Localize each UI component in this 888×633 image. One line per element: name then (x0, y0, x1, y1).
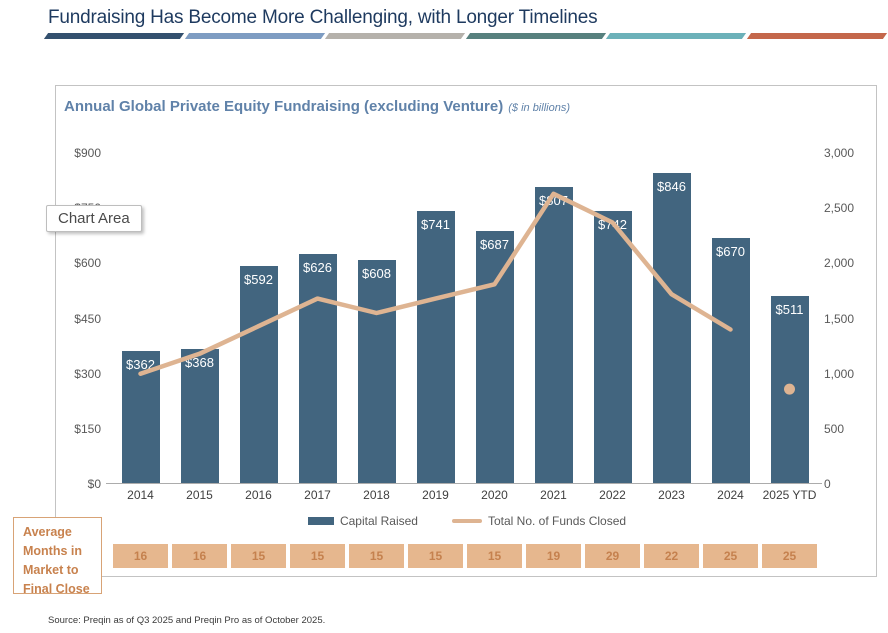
accent-segment-6 (746, 33, 887, 39)
months-cell-2022: 29 (585, 544, 640, 568)
bar-value-label: $511 (775, 302, 804, 318)
bar-2021[interactable] (534, 187, 573, 484)
left-axis-tick: $0 (87, 477, 101, 491)
x-axis-label-2021: 2021 (540, 488, 567, 502)
line-series-layer (138, 191, 795, 395)
x-axis-label-2024: 2024 (717, 488, 744, 502)
bar-2017[interactable] (298, 253, 337, 484)
accent-segment-1 (43, 33, 184, 39)
accent-segment-5 (605, 33, 746, 39)
months-cell-2019: 15 (408, 544, 463, 568)
right-axis-tick: 3,000 (824, 146, 855, 160)
months-cell-2021: 19 (526, 544, 581, 568)
months-cell-2024: 25 (703, 544, 758, 568)
x-axis-label-2023: 2023 (658, 488, 685, 502)
source-note: Source: Preqin as of Q3 2025 and Preqin … (48, 615, 326, 626)
bar-value-label: $626 (303, 259, 332, 275)
bar-value-label: $741 (421, 217, 450, 233)
accent-segment-2 (184, 33, 325, 39)
right-axis-tick: 0 (824, 477, 831, 491)
right-axis-tick: 500 (824, 421, 845, 436)
bar-2016[interactable] (239, 266, 278, 484)
bar-2020[interactable] (475, 231, 514, 484)
x-axis-label-2022: 2022 (599, 488, 626, 502)
chart-panel[interactable]: Annual Global Private Equity Fundraising… (55, 85, 877, 577)
bar-2019[interactable] (416, 211, 455, 484)
legend-item-capital-raised[interactable]: Capital Raised (307, 514, 418, 528)
left-axis-tick: $150 (74, 421, 101, 436)
months-cell-2018: 15 (349, 544, 404, 568)
legend: Capital Raised Total No. of Funds Closed (56, 514, 878, 528)
line-swatch-icon (451, 519, 482, 523)
months-cell-2016: 15 (231, 544, 286, 568)
right-axis-tick: 2,500 (824, 201, 855, 216)
legend-label: Capital Raised (339, 514, 418, 528)
x-axis-label-2025 YTD: 2025 YTD (762, 488, 817, 502)
bar-2022[interactable] (593, 211, 632, 484)
chart-area-tooltip-label: Chart Area (58, 210, 130, 227)
x-axis-line (106, 483, 822, 484)
left-axis-tick: $600 (74, 256, 101, 271)
funds-closed-dot[interactable] (784, 383, 795, 395)
bar-value-label: $846 (657, 178, 686, 194)
x-axis-label-2017: 2017 (304, 488, 331, 502)
chart-title: Annual Global Private Equity Fundraising… (64, 98, 504, 115)
months-label-box: Average Months in Market to Final Close (13, 517, 102, 596)
x-axis-label-2016: 2016 (245, 488, 272, 502)
months-label: Average Months in Market to Final Close (23, 525, 90, 596)
legend-item-funds-closed[interactable]: Total No. of Funds Closed (451, 514, 627, 528)
x-axis-label-2015: 2015 (186, 488, 213, 502)
funds-closed-line[interactable] (138, 191, 733, 376)
right-axis-tick: 1,500 (824, 311, 855, 326)
accent-divider (43, 33, 887, 39)
page-title: Fundraising Has Become More Challenging,… (48, 7, 598, 28)
bar-value-label: $592 (244, 272, 273, 288)
x-axis-label-2019: 2019 (422, 488, 449, 502)
left-axis-tick: $300 (74, 366, 101, 381)
right-axis-tick: 1,000 (824, 366, 855, 381)
right-axis-tick: 2,000 (824, 256, 855, 271)
months-cell-2020: 15 (467, 544, 522, 568)
x-axis-label-2014: 2014 (127, 488, 154, 502)
legend-label: Total No. of Funds Closed (487, 514, 627, 528)
bar-value-label: $608 (362, 266, 391, 282)
accent-segment-3 (324, 33, 465, 39)
months-cell-2017: 15 (290, 544, 345, 568)
months-cell-2015: 16 (172, 544, 227, 568)
chart-area-tooltip: Chart Area (46, 205, 142, 232)
bar-2015[interactable] (180, 348, 219, 484)
bar-value-label: $670 (716, 243, 745, 259)
chart-subtitle: ($ in billions) (508, 102, 570, 114)
bar-value-label: $362 (126, 356, 155, 372)
bar-value-label: $687 (480, 237, 509, 253)
x-axis-label-2018: 2018 (363, 488, 390, 502)
bar-2024[interactable] (711, 237, 750, 484)
bar-2023[interactable] (652, 172, 691, 484)
x-axis-label-2020: 2020 (481, 488, 508, 502)
months-cell-2025 YTD: 25 (762, 544, 817, 568)
bar-swatch-icon (307, 517, 334, 525)
left-axis-tick: $450 (74, 311, 101, 326)
bar-2018[interactable] (357, 260, 396, 484)
accent-segment-4 (465, 33, 606, 39)
plot-area[interactable]: $0$150$300$450$600$750$900 05001,0001,50… (56, 86, 878, 578)
chart-title-row: Annual Global Private Equity Fundraising… (64, 98, 570, 116)
months-cell-2023: 22 (644, 544, 699, 568)
months-cell-2014: 16 (113, 544, 168, 568)
left-axis-tick: $900 (74, 146, 101, 160)
